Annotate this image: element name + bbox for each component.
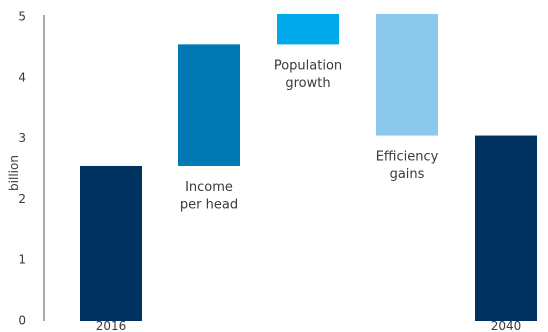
y-tick-label: 5 bbox=[18, 10, 26, 24]
y-tick-label: 4 bbox=[18, 70, 26, 84]
bar-labels: Income per head Population growth Efficiency… bbox=[180, 58, 439, 212]
y-tick-label: 1 bbox=[18, 253, 26, 267]
x-tick-label: 2040 bbox=[491, 319, 522, 332]
bar-efficiency-gains bbox=[376, 13, 438, 136]
y-tick-label: 2 bbox=[18, 192, 26, 206]
bar-2040 bbox=[475, 135, 537, 321]
bar-label-income-per-head: Income per head bbox=[180, 180, 238, 213]
bar-2016 bbox=[80, 165, 142, 321]
y-axis-title: billion bbox=[7, 155, 21, 191]
y-tick-label: 3 bbox=[18, 131, 26, 145]
y-tick-label: 0 bbox=[18, 314, 26, 328]
bars bbox=[80, 13, 537, 321]
x-tick-label: 2016 bbox=[96, 319, 127, 332]
bar-population-growth bbox=[277, 13, 339, 45]
axes: 0 1 2 3 4 5 billion 2016 2040 bbox=[7, 10, 521, 332]
bar-income-per-head bbox=[178, 44, 240, 166]
bar-label-efficiency-gains: Efficiency gains bbox=[376, 150, 439, 183]
bar-label-population-growth: Population growth bbox=[274, 58, 342, 91]
